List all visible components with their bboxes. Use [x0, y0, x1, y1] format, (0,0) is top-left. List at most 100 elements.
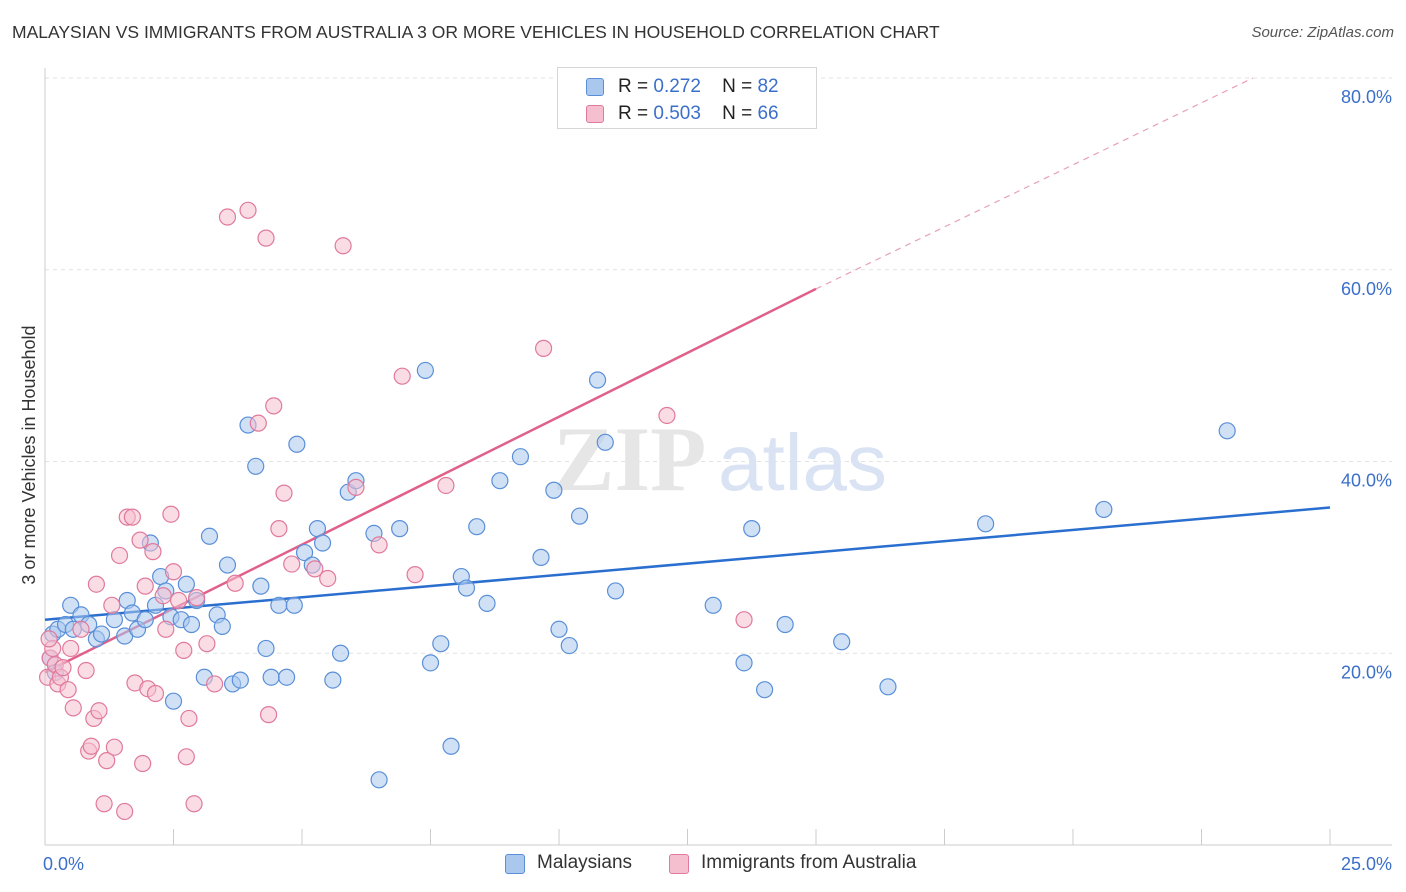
point-malaysian — [478, 594, 496, 612]
point-australia — [177, 748, 195, 766]
point-malaysian — [532, 548, 550, 566]
point-australia — [370, 536, 388, 554]
point-malaysian — [262, 668, 280, 686]
trendline-australia — [44, 287, 817, 674]
point-australia — [226, 574, 244, 592]
bottom-legend-label: Immigrants from Australia — [701, 852, 917, 873]
point-australia — [735, 611, 753, 629]
point-australia — [134, 754, 152, 773]
y-tick-label: 20.0% — [1341, 662, 1392, 682]
point-malaysian — [1218, 422, 1236, 440]
point-malaysian — [231, 671, 249, 689]
y-tick-label: 60.0% — [1341, 279, 1392, 299]
point-australia — [319, 569, 337, 588]
point-australia — [82, 737, 100, 755]
bottom-legend-swatch-pink — [669, 854, 689, 874]
point-malaysian — [331, 644, 350, 662]
point-malaysian — [432, 635, 450, 653]
point-malaysian — [560, 636, 578, 655]
legend-n-value: 66 — [757, 103, 779, 124]
point-malaysian — [177, 575, 195, 593]
legend-swatch-pink — [586, 105, 604, 123]
point-malaysian — [442, 737, 460, 755]
point-malaysian — [182, 615, 201, 634]
point-australia — [265, 397, 283, 415]
labels-layer: 20.0% 40.0% 60.0% 80.0% 0.0% 25.0% — [43, 87, 1392, 874]
point-australia — [534, 339, 553, 357]
point-malaysian — [105, 611, 123, 629]
point-australia — [59, 681, 77, 699]
point-australia — [180, 709, 198, 728]
point-australia — [123, 508, 141, 526]
point-malaysian — [606, 582, 625, 600]
point-australia — [347, 478, 365, 496]
chart-source: Source: ZipAtlas.com — [1251, 24, 1394, 41]
point-malaysian — [213, 617, 231, 636]
point-australia — [131, 531, 149, 549]
point-australia — [164, 563, 183, 581]
point-australia — [144, 543, 162, 561]
axes-layer — [44, 68, 1392, 846]
point-australia — [62, 639, 80, 658]
point-malaysian — [704, 596, 722, 614]
point-malaysian — [285, 596, 303, 614]
point-australia — [157, 620, 175, 638]
point-malaysian — [308, 520, 327, 538]
point-australia — [206, 675, 224, 693]
watermark-zip: ZIP — [553, 408, 706, 510]
point-malaysian — [288, 435, 306, 453]
legend-n-label: N = — [722, 103, 753, 124]
trendline-australia-extension — [815, 77, 1254, 290]
y-axis-label: 3 or more Vehicles in Household — [19, 325, 39, 584]
point-malaysian — [1095, 500, 1113, 519]
point-malaysian — [545, 481, 563, 499]
point-malaysian — [92, 625, 111, 643]
point-australia — [198, 635, 216, 653]
point-australia — [334, 237, 352, 255]
legend-r-value: 0.503 — [653, 103, 701, 124]
point-malaysian — [370, 771, 388, 789]
point-malaysian — [416, 361, 434, 380]
point-malaysian — [457, 579, 476, 597]
y-tick-label: 80.0% — [1341, 87, 1392, 107]
point-malaysian — [977, 515, 995, 533]
point-malaysian — [550, 620, 568, 638]
legend-box: R = 0.272 N = 82 R = 0.503 N = 66 — [557, 67, 817, 129]
point-australia — [90, 702, 108, 720]
point-malaysian — [879, 678, 897, 696]
points-layer — [38, 201, 1236, 821]
point-australia — [393, 367, 411, 385]
point-australia — [257, 229, 275, 247]
point-malaysian — [252, 577, 270, 595]
point-malaysian — [468, 518, 486, 536]
point-australia — [146, 684, 165, 703]
point-australia — [103, 596, 121, 614]
point-australia — [170, 591, 188, 610]
bottom-legend-label: Malaysians — [537, 852, 633, 873]
point-malaysian — [833, 633, 851, 651]
point-australia — [175, 641, 193, 659]
point-malaysian — [588, 371, 607, 389]
bottom-legend-swatch-blue — [505, 854, 525, 874]
point-malaysian — [247, 457, 265, 475]
point-australia — [259, 706, 278, 724]
point-australia — [154, 587, 172, 605]
point-australia — [54, 659, 72, 677]
point-australia — [116, 802, 134, 821]
point-australia — [87, 575, 106, 593]
legend-r-label: R = — [618, 103, 649, 124]
grid-layer — [45, 77, 1392, 654]
point-malaysian — [776, 615, 794, 634]
point-australia — [658, 406, 676, 425]
point-malaysian — [743, 520, 761, 538]
point-australia — [136, 577, 154, 595]
legend-swatch-blue — [586, 78, 604, 96]
trendline-malaysian — [44, 506, 1331, 621]
point-australia — [110, 546, 129, 565]
point-malaysian — [391, 520, 409, 538]
point-australia — [306, 560, 324, 578]
legend-n-value: 82 — [757, 76, 779, 97]
point-malaysian — [277, 668, 296, 686]
point-australia — [98, 752, 116, 770]
